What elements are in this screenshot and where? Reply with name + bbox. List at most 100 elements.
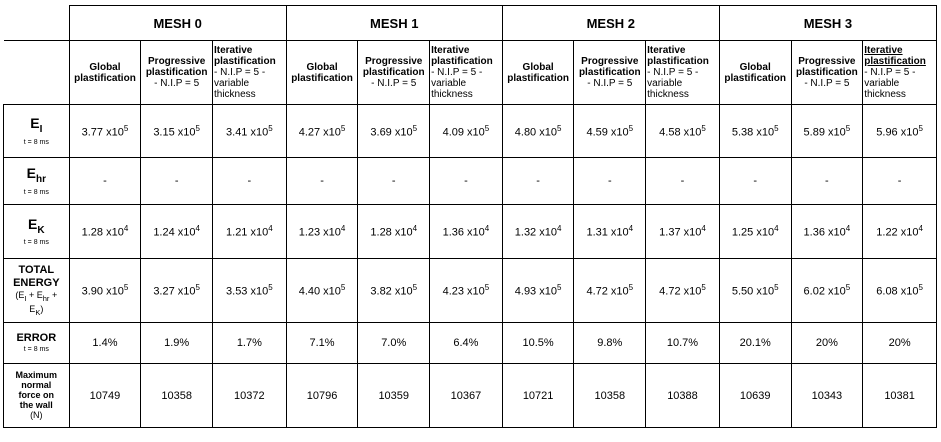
table-cell: -	[429, 157, 503, 205]
corner-cell	[3, 5, 70, 41]
table-cell: -	[285, 157, 359, 205]
corner-cell	[3, 40, 70, 105]
table-cell: 6.02 x105	[790, 258, 864, 323]
ek-row: EK t = 8 ms 1.28 x104 1.24 x104 1.21 x104 1…	[3, 204, 937, 259]
table-cell: 10388	[645, 363, 720, 428]
table-cell: 4.59 x105	[573, 104, 647, 158]
table-cell: 10372	[212, 363, 287, 428]
table-cell: 10367	[429, 363, 503, 428]
table-cell: 1.7%	[212, 322, 287, 364]
table-cell: 3.15 x105	[140, 104, 213, 158]
table-cell: 1.9%	[140, 322, 213, 364]
table-cell: 5.50 x105	[718, 258, 792, 323]
table-cell: 10.5%	[501, 322, 575, 364]
ehr-row: Ehr t = 8 ms ------------	[3, 157, 937, 205]
method-header-global: Global plastification	[285, 40, 359, 105]
table-cell: 10796	[285, 363, 359, 428]
row-header-ek: EK t = 8 ms	[3, 204, 70, 259]
table-cell: 1.23 x104	[285, 204, 359, 259]
table-cell: 4.09 x105	[429, 104, 503, 158]
table-cell: 1.4%	[68, 322, 142, 364]
row-header-ei: EI t = 8 ms	[3, 104, 70, 158]
table-cell: 10721	[501, 363, 575, 428]
table-cell: 1.36 x104	[790, 204, 864, 259]
table-cell: 5.96 x105	[862, 104, 937, 158]
table-cell: 10639	[718, 363, 792, 428]
table-cell: -	[140, 157, 213, 205]
table-cell: -	[645, 157, 720, 205]
table-cell: 4.72 x105	[645, 258, 720, 323]
table-cell: 4.40 x105	[285, 258, 359, 323]
total-energy-row: TOTAL ENERGY (EI + Ehr + EK) 3.90 x105 3.…	[3, 258, 937, 323]
method-header-global: Global plastification	[718, 40, 792, 105]
method-header-iterative: Iterative plastification - N.I.P = 5 - va…	[645, 40, 720, 105]
table-cell: 3.53 x105	[212, 258, 287, 323]
table-cell: 3.82 x105	[357, 258, 431, 323]
table-cell: -	[501, 157, 575, 205]
table-cell: 4.93 x105	[501, 258, 575, 323]
mesh-header: MESH 2	[501, 5, 720, 41]
table-cell: 5.89 x105	[790, 104, 864, 158]
table-cell: 10749	[68, 363, 142, 428]
table-cell: -	[862, 157, 937, 205]
table-cell: 7.0%	[357, 322, 431, 364]
table-cell: 20%	[862, 322, 937, 364]
table-cell: 9.8%	[573, 322, 647, 364]
row-header-total-energy: TOTAL ENERGY (EI + Ehr + EK)	[3, 258, 70, 323]
table-cell: 1.28 x104	[357, 204, 431, 259]
table-cell: 3.69 x105	[357, 104, 431, 158]
table-cell: 1.37 x104	[645, 204, 720, 259]
table-cell: 3.77 x105	[68, 104, 142, 158]
table-cell: 4.72 x105	[573, 258, 647, 323]
table-cell: 20.1%	[718, 322, 792, 364]
table-cell: -	[212, 157, 287, 205]
table-cell: 3.41 x105	[212, 104, 287, 158]
table-cell: 1.28 x104	[68, 204, 142, 259]
table-cell: 20%	[790, 322, 864, 364]
mesh-header-row: MESH 0 MESH 1 MESH 2 MESH 3	[3, 5, 938, 41]
table-cell: 10.7%	[645, 322, 720, 364]
table-cell: 10381	[862, 363, 937, 428]
method-header-global: Global plastification	[68, 40, 142, 105]
force-row: Maximum normal force on the wall (N) 107…	[3, 363, 937, 428]
table-cell: 10358	[140, 363, 213, 428]
table-cell: 1.25 x104	[718, 204, 792, 259]
table-cell: 4.23 x105	[429, 258, 503, 323]
row-header-error: ERROR t = 8 ms	[3, 322, 70, 364]
method-header-iterative: Iterative plastification - N.I.P = 5 - va…	[429, 40, 503, 105]
method-header-iterative: Iterative plastification - N.I.P = 5 - va…	[212, 40, 287, 105]
table-cell: 7.1%	[285, 322, 359, 364]
method-header-global: Global plastification	[501, 40, 575, 105]
mesh-header: MESH 1	[285, 5, 503, 41]
table-cell: 1.32 x104	[501, 204, 575, 259]
table-cell: 3.90 x105	[68, 258, 142, 323]
table-cell: 4.58 x105	[645, 104, 720, 158]
table-cell: 3.27 x105	[140, 258, 213, 323]
table-cell: 1.36 x104	[429, 204, 503, 259]
table-cell: 6.08 x105	[862, 258, 937, 323]
table-cell: -	[68, 157, 142, 205]
table-cell: 5.38 x105	[718, 104, 792, 158]
table-cell: 1.21 x104	[212, 204, 287, 259]
results-table: MESH 0 MESH 1 MESH 2 MESH 3 Global plast…	[3, 5, 938, 428]
table-cell: 1.31 x104	[573, 204, 647, 259]
method-header-iterative: Iterative plastification - N.I.P = 5 - va…	[862, 40, 937, 105]
mesh-header: MESH 0	[68, 5, 287, 41]
table-cell: 10359	[357, 363, 431, 428]
row-header-max-force: Maximum normal force on the wall (N)	[3, 363, 70, 428]
method-header-row: Global plastification Progressive plastif…	[3, 40, 937, 105]
table-cell: 1.24 x104	[140, 204, 213, 259]
table-cell: -	[357, 157, 431, 205]
row-header-ehr: Ehr t = 8 ms	[3, 157, 70, 205]
table-cell: 1.22 x104	[862, 204, 937, 259]
table-cell: 4.80 x105	[501, 104, 575, 158]
ei-row: EI t = 8 ms 3.77 x105 3.15 x105 3.41 x105 4…	[3, 104, 937, 158]
method-header-progressive: Progressive plastification - N.I.P = 5	[790, 40, 864, 105]
method-header-progressive: Progressive plastification - N.I.P = 5	[357, 40, 431, 105]
table-cell: -	[718, 157, 792, 205]
method-header-progressive: Progressive plastification - N.I.P = 5	[140, 40, 213, 105]
table-cell: -	[573, 157, 647, 205]
table-cell: 10343	[790, 363, 864, 428]
error-row: ERROR t = 8 ms 1.4% 1.9% 1.7% 7.1% 7.0% 6.4% 1…	[3, 322, 937, 364]
mesh-header: MESH 3	[718, 5, 938, 41]
